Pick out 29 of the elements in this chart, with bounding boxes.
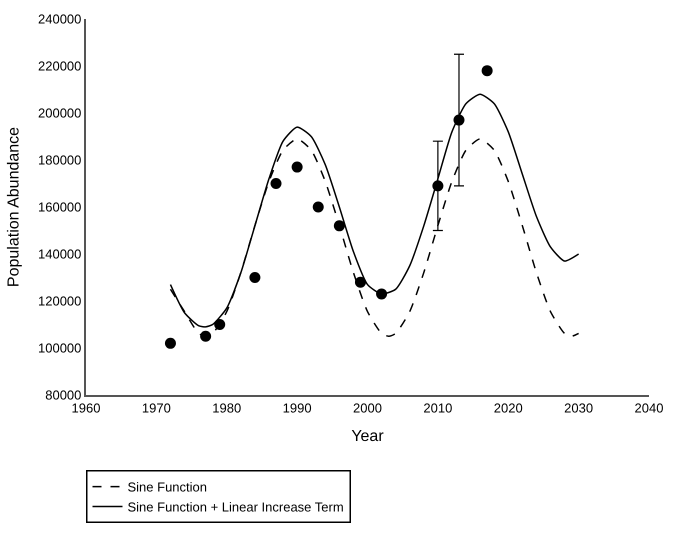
legend-label: Sine Function <box>128 480 207 495</box>
x-tick-label: 2040 <box>634 400 664 416</box>
y-tick-label: 120000 <box>38 294 82 309</box>
point <box>292 162 303 173</box>
point <box>482 65 493 76</box>
point <box>312 202 324 212</box>
x-tick-label: 1970 <box>142 400 171 416</box>
point <box>200 330 212 342</box>
point <box>164 338 176 349</box>
y-tick-label: 100000 <box>38 340 82 356</box>
y-tick-label: 240000 <box>38 12 82 27</box>
y-tick-label: 180000 <box>38 152 82 168</box>
point <box>270 178 282 189</box>
x-tick-label: 1960 <box>72 400 100 416</box>
legend-label: Sine Function + Linear Increase Term <box>128 500 344 515</box>
y-axis-title: Population Abundance <box>5 126 22 288</box>
x-tick-label: 2010 <box>423 400 452 416</box>
y-tick-label: 200000 <box>38 106 82 121</box>
x-tick-label: 2030 <box>564 400 594 416</box>
x-tick-label: 2000 <box>353 400 382 416</box>
y-tick-label: 220000 <box>38 58 82 74</box>
y-tick-label: 160000 <box>38 200 82 215</box>
x-axis-title: Year <box>351 428 384 445</box>
x-tick-label: 1990 <box>282 400 312 416</box>
y-tick-label: 140000 <box>38 246 82 262</box>
x-tick-label: 2020 <box>494 400 523 416</box>
y-tick-label: 80000 <box>45 388 82 403</box>
point <box>249 272 260 283</box>
x-tick-label: 1980 <box>212 400 242 416</box>
